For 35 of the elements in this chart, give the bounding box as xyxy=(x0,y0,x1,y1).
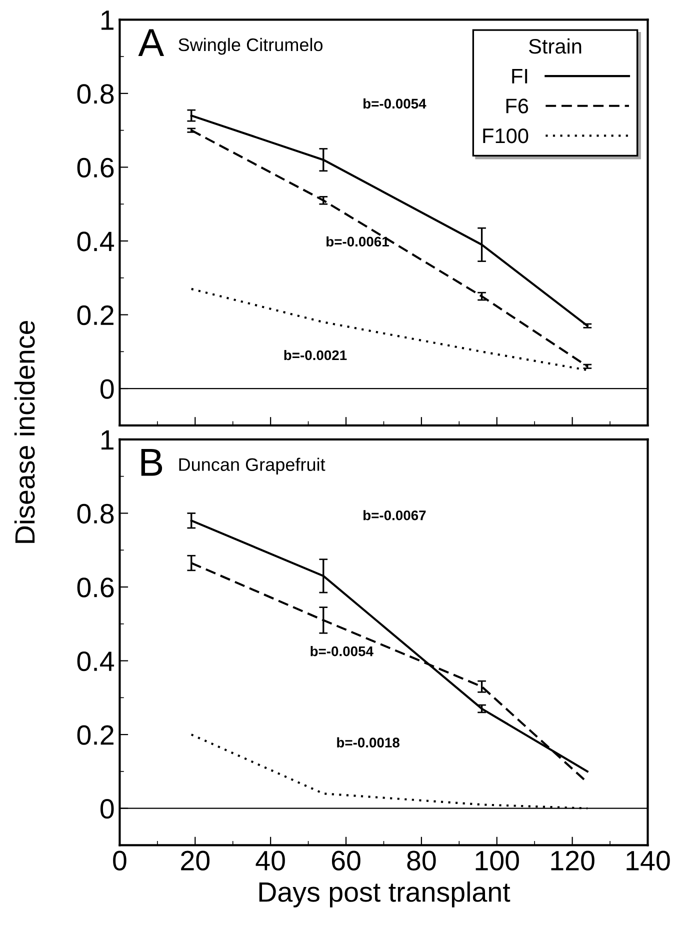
y-tick-label: 0.6 xyxy=(77,158,114,178)
legend-label: FI xyxy=(512,69,528,84)
annotation: b=-0.0018 xyxy=(337,737,400,748)
y-tick-label: 0.2 xyxy=(77,725,114,745)
y-tick-label: 1 xyxy=(102,430,114,450)
chart-title: A xyxy=(138,29,164,56)
x-tick-label: 80 xyxy=(407,850,436,870)
annotation: b=-0.0061 xyxy=(326,236,389,247)
legend-title: Strain xyxy=(528,38,582,54)
y-tick-label: 0.4 xyxy=(77,232,114,252)
annotation: b=-0.0067 xyxy=(364,510,426,520)
annotation: b=-0.0054 xyxy=(364,98,426,109)
legend-label: F6 xyxy=(506,98,528,114)
x-axis-title: Days post transplant xyxy=(259,882,510,908)
y-tick-label: 0.8 xyxy=(77,84,114,104)
x-tick-label: 20 xyxy=(181,850,210,870)
y-tick-label: 1 xyxy=(102,10,114,30)
legend-label: F100 xyxy=(483,128,528,144)
x-tick-label: 60 xyxy=(332,850,360,870)
y-tick-label: 0.6 xyxy=(77,578,114,598)
chart-title: B xyxy=(141,448,162,476)
y-tick-label: 0.4 xyxy=(77,651,114,672)
y-tick-label: 0 xyxy=(100,379,114,399)
y-tick-label: 0.8 xyxy=(77,504,114,524)
y-tick-label: 0 xyxy=(100,798,114,819)
y-tick-label: 0.2 xyxy=(77,305,114,326)
x-tick-label: 120 xyxy=(551,850,594,870)
text: Duncan Grapefruit xyxy=(179,458,326,475)
x-tick-label: 40 xyxy=(256,850,285,870)
text: Swingle Citrumelo xyxy=(178,38,323,55)
x-tick-label: 140 xyxy=(626,850,670,870)
x-tick-label: 100 xyxy=(476,850,519,870)
annotation: b=-0.0054 xyxy=(310,646,374,656)
annotation: b=-0.0021 xyxy=(284,350,347,360)
y-axis-title: Disease incidence xyxy=(14,320,35,543)
